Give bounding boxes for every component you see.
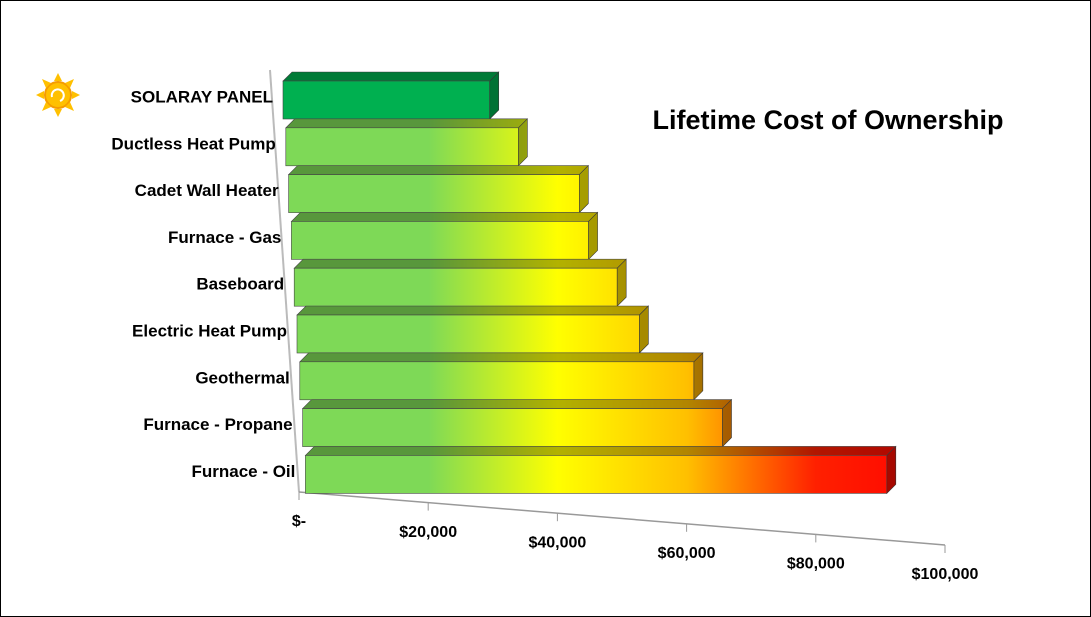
- bar-group: [282, 71, 500, 120]
- category-label: Electric Heat Pump: [132, 321, 287, 340]
- bar-side: [639, 305, 649, 354]
- bar-top-shade: [291, 212, 598, 222]
- x-tick-label: $20,000: [399, 524, 457, 541]
- bar-side-shade: [588, 212, 598, 260]
- bar: [288, 174, 580, 213]
- x-tick-label: $40,000: [528, 534, 586, 551]
- bar-side-shade: [693, 352, 703, 400]
- bar-side: [722, 398, 732, 448]
- bar-group: [301, 398, 733, 448]
- bar: [302, 408, 723, 447]
- bar-side-shade: [617, 259, 627, 307]
- bar-group: [287, 164, 590, 214]
- bar-top-shade: [283, 72, 499, 81]
- bar-top-shade: [288, 165, 589, 175]
- bar-side-shade: [579, 165, 589, 213]
- bar-side: [886, 445, 897, 495]
- category-label: SOLARAY PANEL: [131, 87, 273, 106]
- category-label: Cadet Wall Heater: [135, 181, 279, 200]
- bar-side-shade: [886, 446, 896, 494]
- x-tick-label: $100,000: [912, 566, 979, 583]
- category-label: Baseboard: [196, 275, 284, 294]
- bar-side: [578, 164, 589, 214]
- bar-top-shade: [297, 306, 649, 315]
- bar-top-shade: [302, 399, 732, 409]
- bar-group: [299, 352, 704, 401]
- x-tick-label: $-: [292, 513, 306, 530]
- bar: [305, 455, 888, 494]
- category-label: Furnace - Oil: [191, 462, 295, 481]
- bar-side: [616, 258, 627, 307]
- bar-side-shade: [639, 306, 649, 353]
- bar-group: [293, 258, 627, 307]
- bar-group: [285, 118, 529, 167]
- bar-side: [588, 211, 598, 261]
- sun-icon: [36, 73, 80, 117]
- bar: [291, 221, 589, 260]
- category-label: Geothermal: [195, 368, 289, 387]
- bar: [282, 80, 491, 120]
- bar-top-shade: [285, 118, 528, 128]
- bar-side: [489, 71, 500, 120]
- bar: [299, 361, 695, 401]
- chart-title: Lifetime Cost of Ownership: [652, 105, 1003, 135]
- category-label: Furnace - Propane: [143, 415, 292, 434]
- category-label: Furnace - Gas: [168, 228, 281, 247]
- bar-top-shade: [299, 352, 703, 362]
- bar-group: [290, 211, 599, 261]
- category-label: Ductless Heat Pump: [111, 134, 275, 153]
- bar-side: [693, 352, 704, 401]
- bar: [296, 314, 640, 354]
- bar: [293, 267, 618, 307]
- bar-group: [304, 445, 897, 495]
- bar-top-shade: [294, 259, 627, 269]
- axis-wall: [269, 69, 300, 493]
- bar-side-shade: [722, 399, 732, 447]
- bar-group: [296, 305, 650, 354]
- bar-side-shade: [518, 118, 528, 166]
- bar-side: [518, 118, 528, 167]
- bar-side-shade: [489, 72, 499, 119]
- bar-top-shade: [305, 446, 896, 456]
- x-tick-label: $60,000: [658, 545, 716, 562]
- bar: [285, 127, 519, 167]
- x-axis: [298, 491, 946, 546]
- x-tick-label: $80,000: [787, 556, 845, 573]
